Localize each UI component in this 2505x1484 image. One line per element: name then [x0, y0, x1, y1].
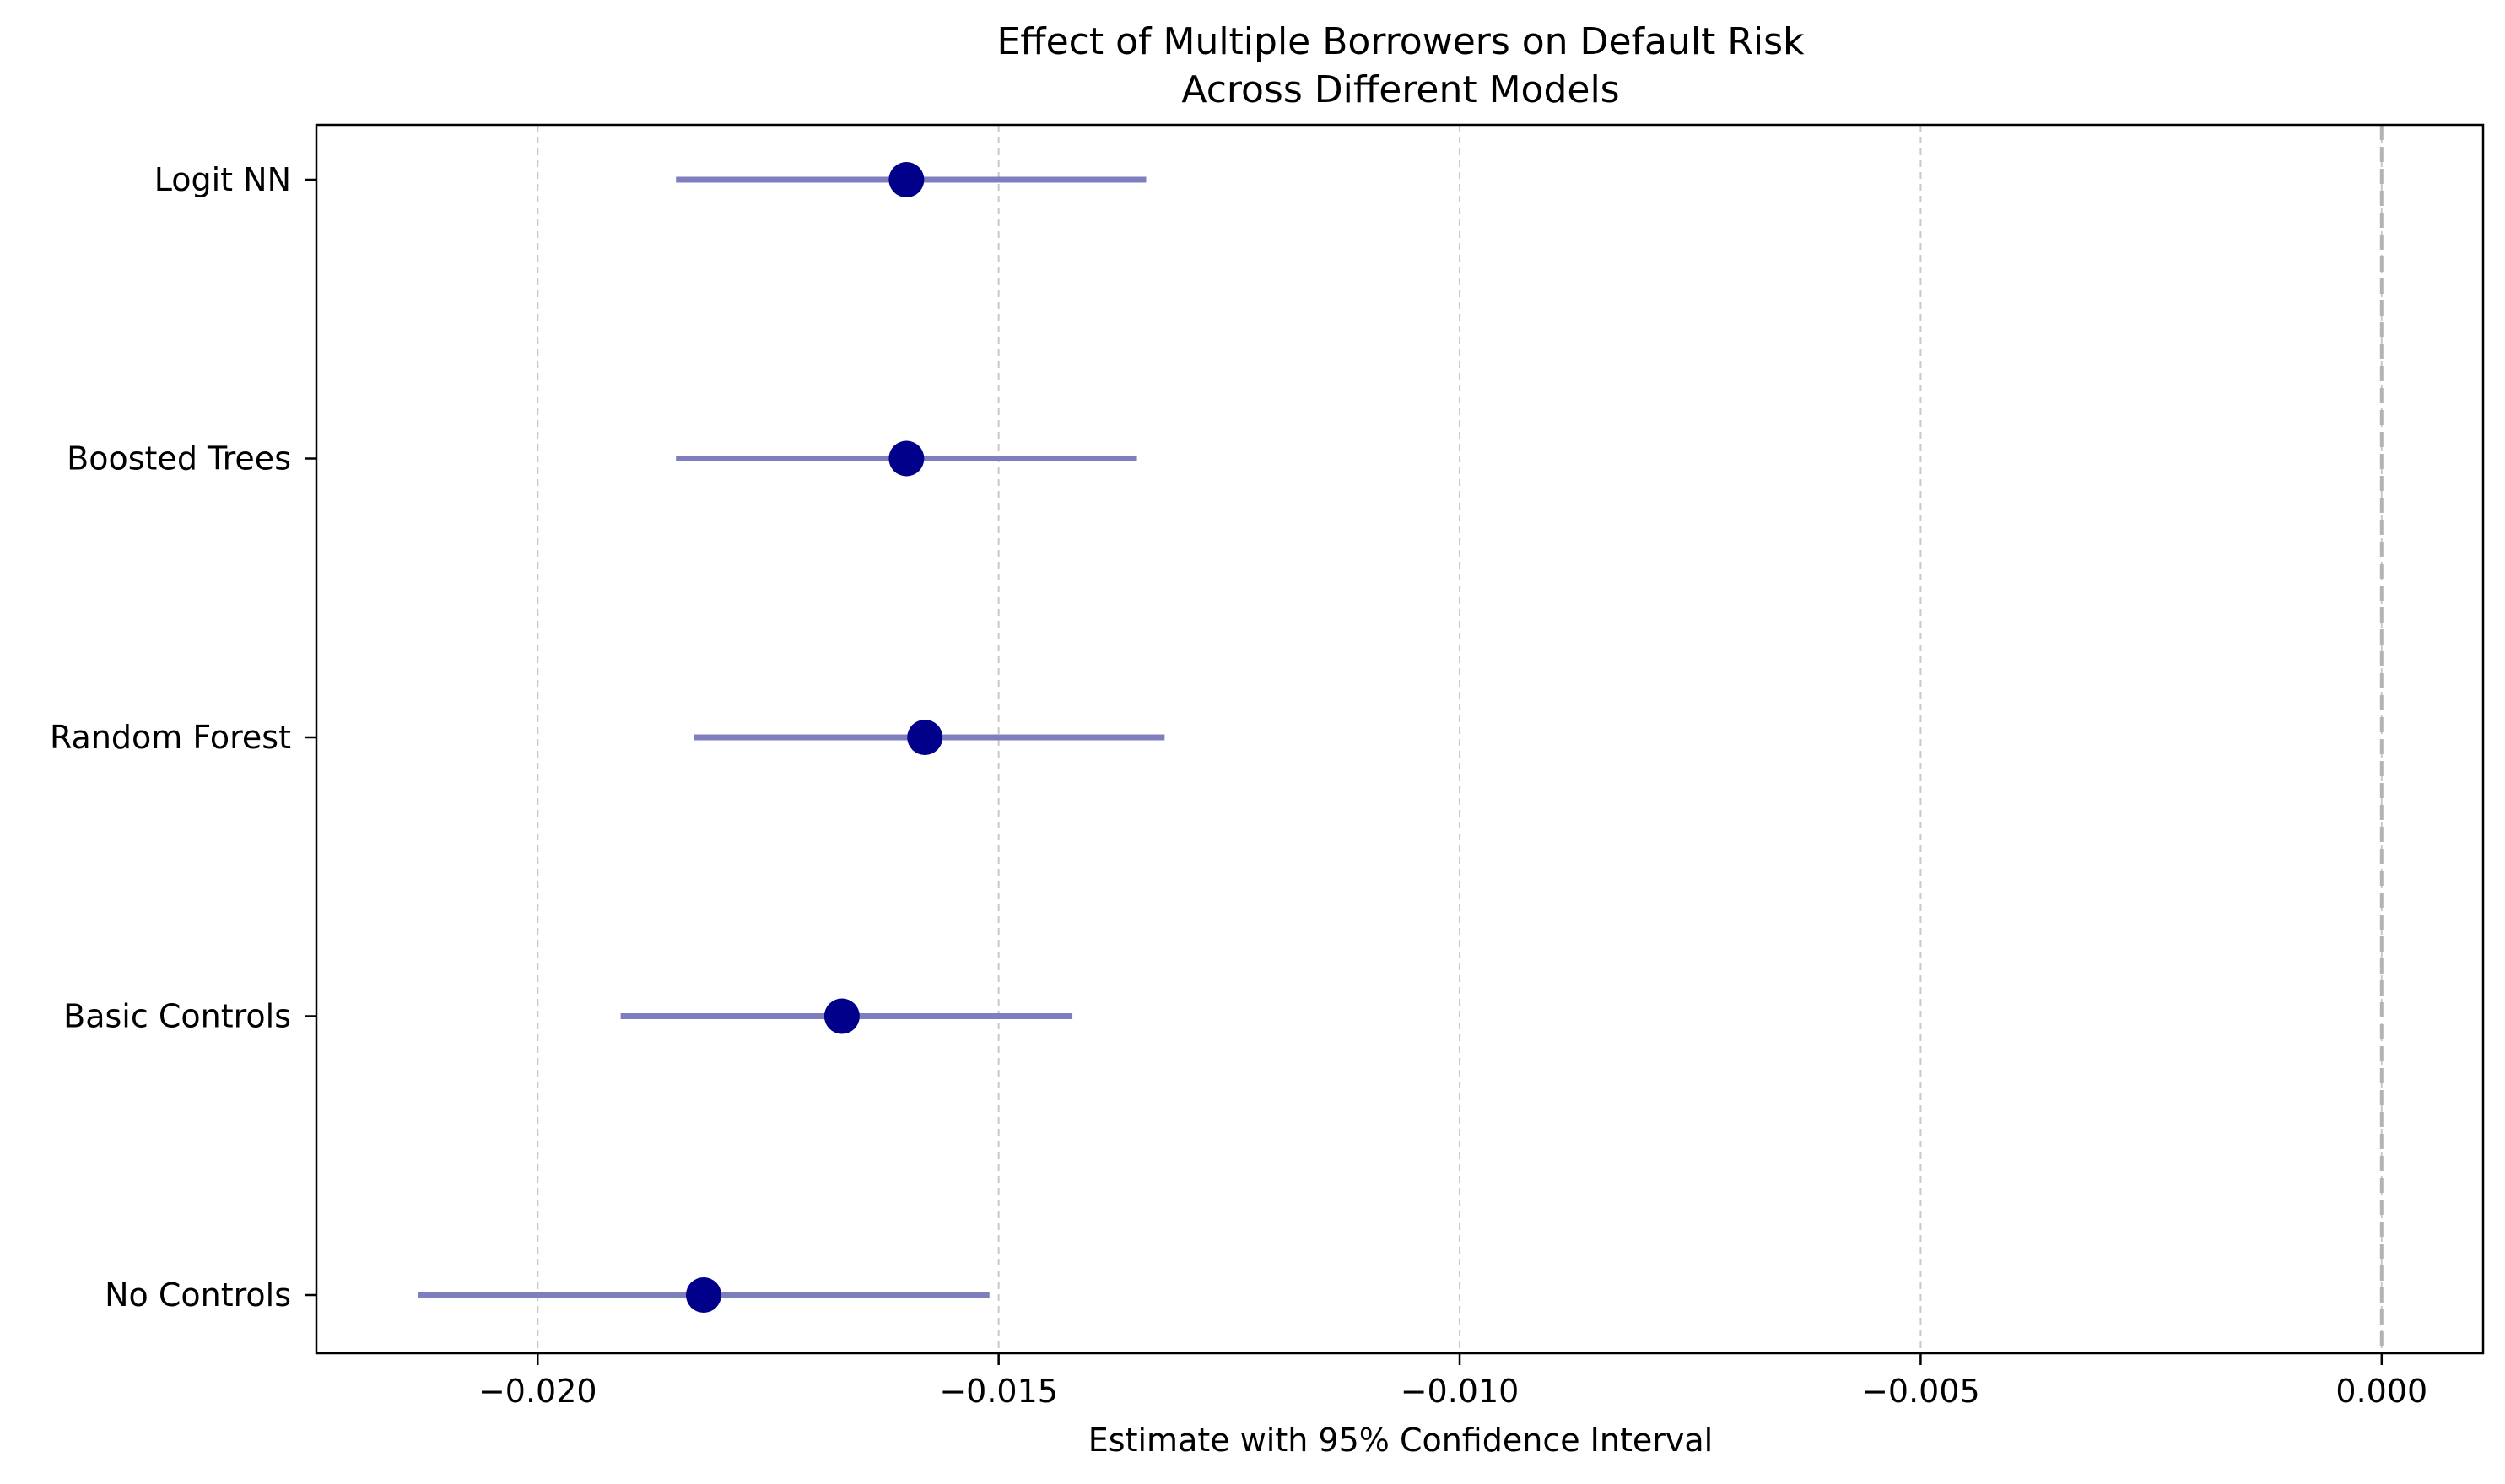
estimate-point	[685, 1277, 721, 1313]
estimate-point	[888, 162, 925, 197]
y-tick-label: Logit NN	[154, 161, 291, 198]
x-tick-label: −0.005	[1861, 1373, 1980, 1410]
estimate-point	[907, 720, 943, 755]
estimate-point	[888, 440, 925, 477]
chart-title-line-2: Across Different Models	[1181, 68, 1619, 111]
x-tick-label: −0.010	[1401, 1373, 1520, 1410]
x-axis-label: Estimate with 95% Confidence Interval	[1088, 1422, 1713, 1459]
y-tick-label: Boosted Trees	[67, 440, 291, 478]
x-tick-label: −0.015	[939, 1373, 1058, 1410]
y-tick-label: Random Forest	[50, 719, 291, 756]
x-axis-ticks: −0.020 −0.015 −0.010 −0.005 0.000	[478, 1353, 2427, 1410]
chart-title-line-1: Effect of Multiple Borrowers on Default …	[996, 20, 1805, 63]
interval-layer	[418, 176, 1165, 1298]
y-axis-ticks: Logit NN Boosted Trees Random Forest Basic …	[50, 161, 316, 1314]
plot-frame	[315, 123, 2485, 1355]
y-tick-label: Basic Controls	[63, 998, 291, 1035]
x-tick-label: 0.000	[2335, 1373, 2427, 1410]
x-tick-label: −0.020	[478, 1373, 597, 1410]
estimate-point	[823, 998, 860, 1034]
y-tick-label: No Controls	[105, 1276, 291, 1314]
point-layer	[685, 162, 943, 1313]
